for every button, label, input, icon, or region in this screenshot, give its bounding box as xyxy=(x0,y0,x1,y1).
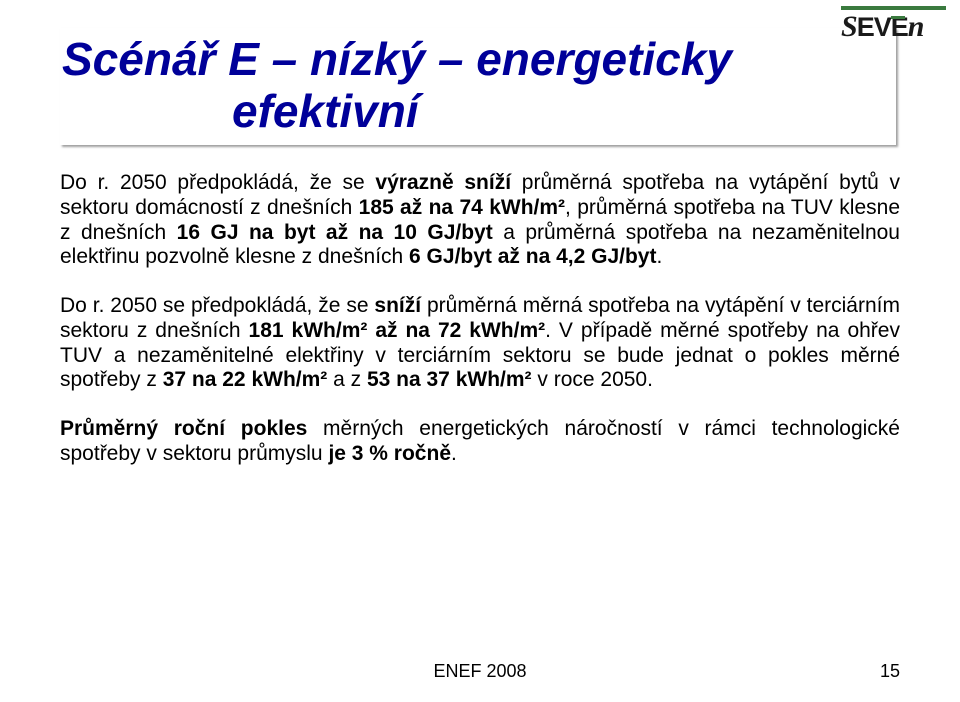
p2-bold-4: 53 na 37 kWh/m² xyxy=(367,368,532,391)
title-line-1: Scénář E – nízký – energeticky xyxy=(62,34,894,86)
title-line-2: efektivní xyxy=(62,86,894,138)
paragraph-1: Do r. 2050 předpokládá, že se výrazně sn… xyxy=(60,171,900,270)
p2-text-4: a z xyxy=(327,368,367,391)
p3-bold-1: Průměrný roční pokles xyxy=(60,417,307,440)
page-number: 15 xyxy=(880,661,900,682)
logo-letter-s: S xyxy=(841,10,857,44)
p1-text-5: . xyxy=(656,245,662,268)
p1-bold-3: 16 GJ na byt až na 10 GJ/byt xyxy=(177,221,493,244)
p3-text-2: . xyxy=(451,442,457,465)
paragraph-2: Do r. 2050 se předpokládá, že se sníží p… xyxy=(60,294,900,393)
p1-bold-1: výrazně sníží xyxy=(375,171,511,194)
footer-text: ENEF 2008 xyxy=(0,661,960,682)
logo-green-accent xyxy=(891,16,905,19)
logo-letter-v: V xyxy=(874,12,891,43)
p3-bold-2: je 3 % ročně xyxy=(328,442,451,465)
paragraph-3: Průměrný roční pokles měrných energetick… xyxy=(60,417,900,467)
p2-bold-3: 37 na 22 kWh/m² xyxy=(163,368,328,391)
logo-letter-e1: E xyxy=(857,12,874,43)
logo-letter-e2: E xyxy=(891,12,908,43)
slide: SEVEn Scénář E – nízký – energeticky efe… xyxy=(0,0,960,702)
p1-text-1: Do r. 2050 předpokládá, že se xyxy=(60,171,375,194)
p2-bold-2: 181 kWh/m² až na 72 kWh/m² xyxy=(249,319,546,342)
title-box: Scénář E – nízký – energeticky efektivní xyxy=(60,28,896,145)
logo-letter-n: n xyxy=(908,10,924,44)
p1-bold-2: 185 až na 74 kWh/m² xyxy=(359,196,565,219)
p2-bold-1: sníží xyxy=(374,294,421,317)
body-text: Do r. 2050 předpokládá, že se výrazně sn… xyxy=(60,171,900,467)
logo-text: SEVEn xyxy=(841,10,946,44)
slide-title: Scénář E – nízký – energeticky efektivní xyxy=(62,34,894,137)
p2-text-1: Do r. 2050 se předpokládá, že se xyxy=(60,294,374,317)
p2-text-5: v roce 2050. xyxy=(532,368,653,391)
seven-logo: SEVEn xyxy=(841,6,946,44)
p1-bold-4: 6 GJ/byt až na 4,2 GJ/byt xyxy=(409,245,656,268)
